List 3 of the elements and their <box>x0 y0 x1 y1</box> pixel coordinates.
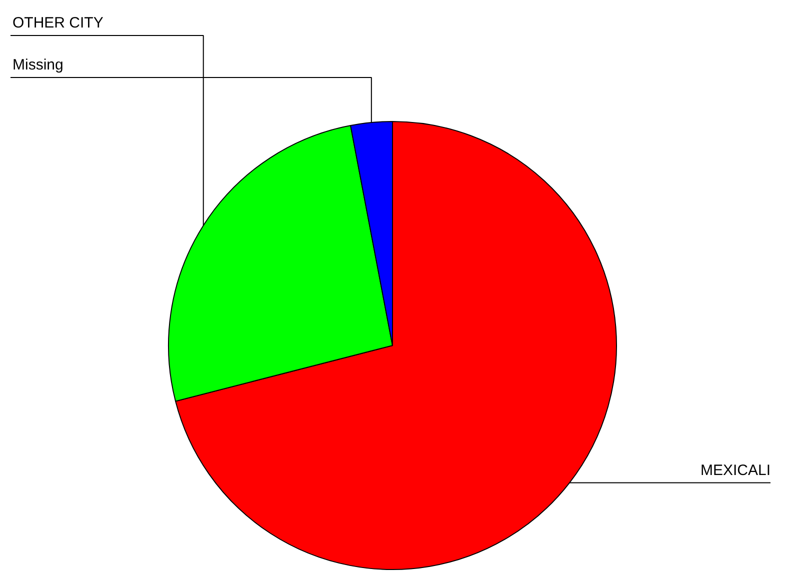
slice-label: MEXICALI <box>700 462 771 479</box>
slice-label: Missing <box>12 56 64 74</box>
slice-label: OTHER CITY <box>12 14 104 32</box>
